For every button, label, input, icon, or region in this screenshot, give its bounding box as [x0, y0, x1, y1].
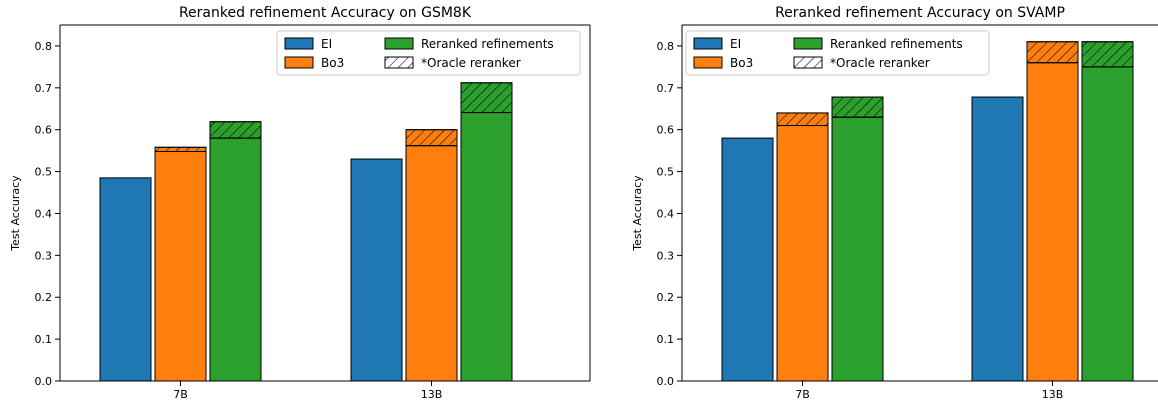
y-tick-label: 0.5 — [657, 166, 675, 179]
bar-ei-13b — [971, 96, 1024, 382]
legend-label: *Oracle reranker — [830, 56, 930, 70]
oracle-hatch — [1081, 41, 1134, 68]
oracle-hatch — [405, 129, 458, 147]
bar-ei-7b — [721, 137, 774, 382]
legend-swatch — [284, 37, 314, 50]
legend-swatch — [793, 37, 823, 50]
y-tick-label: 0.8 — [35, 40, 53, 53]
y-tick-label: 0.3 — [35, 249, 53, 262]
legend-label: *Oracle reranker — [421, 56, 521, 70]
y-tick-label: 0.5 — [35, 166, 53, 179]
legend-label: EI — [321, 37, 332, 51]
legend-swatch — [693, 37, 723, 50]
y-tick-label: 0.6 — [657, 124, 675, 137]
bar-ei-13b — [350, 158, 403, 382]
legend-swatch — [284, 56, 314, 69]
legend — [685, 30, 990, 76]
plot-area: 0.0 0.1 0.2 0.3 0.4 0.5 0.6 0.7 0.8 7B 13B EI Bo3 Rer… — [657, 24, 1158, 401]
x-tick-label: 7B — [795, 388, 810, 401]
y-tick-label: 0.1 — [657, 333, 675, 346]
legend-label: Bo3 — [321, 56, 344, 70]
chart-title: Reranked refinement Accuracy on SVAMP — [775, 5, 1065, 21]
y-tick-label: 0.6 — [35, 124, 53, 137]
bar-reranked-refinements-7b — [831, 116, 884, 382]
oracle-hatch — [154, 146, 207, 152]
oracle-hatch — [831, 96, 884, 118]
x-tick-label: 13B — [1042, 388, 1064, 401]
plot-area: 0.0 0.1 0.2 0.3 0.4 0.5 0.6 0.7 0.8 7B 13B EI Bo3 Rer… — [35, 24, 591, 401]
y-axis-label: Test Accuracy — [9, 175, 22, 252]
x-tick-label: 13B — [421, 388, 443, 401]
bar-ei-7b — [99, 177, 152, 382]
legend-label: EI — [730, 37, 741, 51]
y-tick-label: 0.2 — [657, 291, 675, 304]
y-tick-label: 0.1 — [35, 333, 53, 346]
chart-gsm8k: Reranked refinement Accuracy on GSM8K Te… — [9, 5, 591, 401]
bar-reranked-refinements-13b — [1081, 66, 1134, 382]
bar-reranked-refinements-13b — [460, 112, 513, 382]
oracle-hatch — [460, 82, 513, 114]
y-tick-label: 0.4 — [657, 207, 675, 220]
bar-bo3-7b — [154, 150, 207, 382]
y-tick-label: 0.4 — [35, 207, 53, 220]
legend — [276, 30, 581, 76]
x-tick-label: 7B — [173, 388, 188, 401]
bar-bo3-13b — [1026, 62, 1079, 382]
y-tick-label: 0.7 — [35, 82, 53, 95]
y-tick-label: 0.0 — [35, 375, 53, 388]
y-tick-label: 0.3 — [657, 249, 675, 262]
chart-title: Reranked refinement Accuracy on GSM8K — [179, 5, 472, 21]
oracle-hatch — [776, 112, 829, 127]
bar-bo3-13b — [405, 145, 458, 382]
oracle-hatch — [1026, 41, 1079, 64]
legend-swatch-hatch — [793, 56, 823, 69]
y-axis-label: Test Accuracy — [631, 175, 644, 252]
chart-svamp: Reranked refinement Accuracy on SVAMP Te… — [631, 5, 1158, 401]
oracle-hatch — [209, 121, 262, 139]
y-tick-label: 0.0 — [657, 375, 675, 388]
legend-label: Reranked refinements — [830, 37, 963, 51]
bar-reranked-refinements-7b — [209, 137, 262, 382]
legend-label: Reranked refinements — [421, 37, 554, 51]
legend-label: Bo3 — [730, 56, 753, 70]
legend-swatch — [693, 56, 723, 69]
y-tick-label: 0.7 — [657, 82, 675, 95]
bar-bo3-7b — [776, 125, 829, 382]
legend-swatch — [384, 37, 414, 50]
legend-swatch-hatch — [384, 56, 414, 69]
y-tick-label: 0.8 — [657, 40, 675, 53]
y-tick-label: 0.2 — [35, 291, 53, 304]
